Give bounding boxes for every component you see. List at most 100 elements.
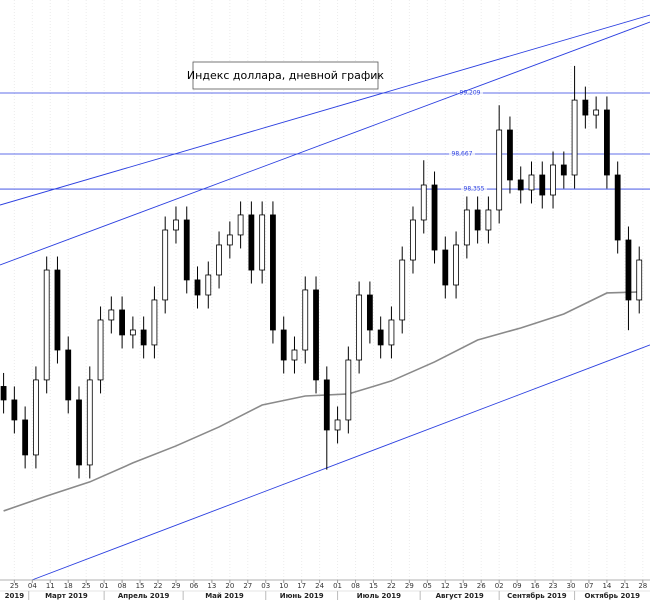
x-tick-label: 26: [477, 582, 486, 590]
x-tick-label: 01: [100, 582, 109, 590]
candle-body: [313, 289, 319, 381]
x-tick-label: 19: [459, 582, 468, 590]
level-label-bg: [461, 185, 487, 193]
candle-body: [636, 259, 643, 301]
x-tick-label: 05: [423, 582, 432, 590]
candle-body: [33, 379, 39, 456]
candle-body: [76, 399, 82, 466]
x-tick-label: 14: [602, 582, 611, 590]
candle-body: [366, 294, 373, 331]
x-tick-label: 25: [82, 582, 91, 590]
candle-body: [302, 289, 309, 351]
candle-body: [420, 184, 427, 221]
candle-body: [474, 209, 481, 231]
x-tick-label: 15: [369, 582, 378, 590]
x-tick-label: 07: [584, 582, 593, 590]
level-label-bg: [457, 89, 483, 97]
candle-body: [173, 219, 179, 231]
chart-title: Индекс доллара, дневной график: [187, 69, 385, 82]
candle-body: [345, 359, 352, 421]
candle-body: [560, 164, 567, 176]
candle-body: [183, 219, 190, 281]
candle-body: [11, 399, 18, 421]
candle-body: [270, 214, 276, 331]
candle-body: [485, 209, 492, 231]
candle-body: [323, 379, 330, 431]
candle-body: [431, 184, 438, 251]
candle-body: [205, 274, 212, 296]
x-tick-label: 09: [513, 582, 522, 590]
candle-body: [550, 164, 556, 196]
x-axis: 25 04 11 18 25 01 08 15 22 29 06 13 20 27 03 10 17 24 01 08…: [0, 579, 650, 600]
x-tick-label: 02: [495, 582, 504, 590]
candle-body: [528, 174, 535, 191]
level-label: 98,667: [452, 150, 473, 157]
candle-body: [334, 419, 341, 431]
candle-body: [517, 179, 524, 191]
candle-body: [226, 234, 233, 246]
month-label: Июль 2019: [357, 592, 401, 600]
candle-body: [140, 329, 147, 346]
candle-body: [507, 129, 513, 181]
trend-line: [0, 21, 650, 266]
candle-body: [259, 214, 266, 271]
candle-body: [582, 99, 589, 116]
candle-body: [129, 329, 136, 336]
x-tick-label: 08: [118, 582, 127, 590]
candle-body: [593, 109, 600, 116]
x-tick-label: 29: [172, 582, 181, 590]
x-tick-label: 12: [441, 582, 450, 590]
plot-area: 99,209 98,667 98,355: [0, 0, 650, 581]
level-label-bg: [449, 150, 475, 158]
candle-body: [280, 329, 287, 361]
candle-body: [377, 329, 384, 346]
x-tick-label: 18: [64, 582, 73, 590]
candle-body: [388, 319, 395, 346]
candle-body: [604, 109, 610, 176]
candle-body: [399, 259, 406, 321]
month-label: Сентябрь 2019: [507, 592, 567, 600]
candle-body: [86, 379, 93, 466]
candle-body: [43, 269, 50, 381]
candle-body: [65, 349, 72, 401]
candle-body: [248, 214, 255, 271]
candle-body: [571, 99, 578, 176]
x-tick-label: 27: [243, 582, 252, 590]
month-label: 2019: [5, 592, 25, 600]
candle-body: [97, 319, 104, 381]
title-box: Индекс доллара, дневной график: [187, 61, 385, 90]
candle-body: [194, 279, 201, 296]
x-tick-label: 04: [28, 582, 37, 590]
candle-body: [291, 349, 298, 361]
x-tick-label: 16: [531, 582, 540, 590]
month-label: Июнь 2019: [280, 592, 324, 600]
x-tick-label: 17: [297, 582, 306, 590]
candle-body: [0, 386, 7, 401]
x-tick-label: 21: [620, 582, 629, 590]
trend-line: [0, 14, 650, 206]
x-tick-label: 30: [567, 582, 576, 590]
x-tick-label: 22: [387, 582, 396, 590]
title-frame: [192, 61, 379, 90]
candle-body: [54, 269, 61, 351]
level-label: 99,209: [460, 90, 481, 97]
x-tick-label: 03: [261, 582, 270, 590]
month-label: Август 2019: [436, 592, 484, 600]
x-tick-label: 20: [225, 582, 234, 590]
candle-body: [410, 219, 416, 261]
candle-body: [463, 209, 470, 246]
month-label: Май 2019: [205, 592, 244, 600]
x-tick-label: 10: [279, 582, 288, 590]
candle-body: [496, 129, 503, 211]
x-tick-label: 24: [315, 582, 324, 590]
candle-body: [442, 249, 449, 286]
x-tick-label: 23: [549, 582, 558, 590]
x-tick-label: 11: [46, 582, 55, 590]
axis-bg: [0, 580, 650, 600]
x-tick-label: 28: [638, 582, 647, 590]
candle-body: [22, 419, 29, 456]
x-tick-label: 25: [10, 582, 19, 590]
